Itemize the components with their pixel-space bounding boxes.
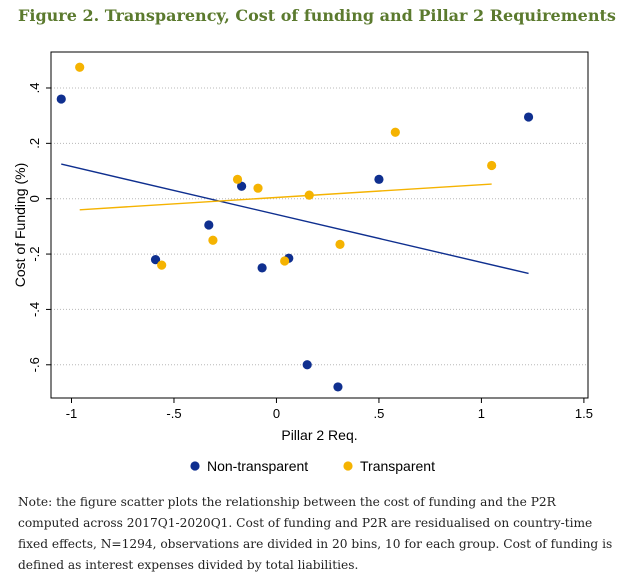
fit-line bbox=[79, 183, 492, 211]
legend-marker bbox=[343, 461, 353, 471]
figure-note: Note: the figure scatter plots the relat… bbox=[18, 495, 613, 572]
data-point bbox=[204, 220, 214, 230]
data-point bbox=[232, 174, 243, 184]
fit-line bbox=[61, 163, 529, 275]
data-point bbox=[302, 360, 312, 370]
data-point bbox=[280, 256, 290, 266]
legend-label: Non-transparent bbox=[207, 458, 308, 474]
data-point bbox=[75, 62, 85, 72]
fit-lines bbox=[61, 163, 529, 275]
data-points bbox=[56, 62, 534, 392]
y-tick-label: .4 bbox=[27, 83, 42, 94]
legend: Non-transparent Transparent bbox=[190, 458, 435, 474]
y-tick-label: -.6 bbox=[27, 357, 42, 372]
grid-lines bbox=[51, 87, 588, 366]
x-tick-label: -1 bbox=[66, 406, 78, 421]
axes: -1 -.5 0 .5 1 1.5 -.6 -.4 -.2 0 .2 .4 bbox=[27, 83, 593, 421]
data-point bbox=[150, 255, 161, 265]
y-tick-label: -.4 bbox=[27, 302, 42, 317]
data-point bbox=[374, 174, 384, 184]
x-axis-label: Pillar 2 Req. bbox=[281, 427, 357, 443]
x-tick-label: 0 bbox=[273, 406, 280, 421]
y-axis-label: Cost of Funding (%) bbox=[12, 163, 28, 288]
data-point bbox=[56, 94, 66, 104]
data-point bbox=[390, 127, 400, 137]
data-point bbox=[257, 263, 267, 273]
x-tick-label: -.5 bbox=[166, 406, 181, 421]
scatter-chart: -1 -.5 0 .5 1 1.5 -.6 -.4 -.2 0 .2 .4 Pillar 2 Req.… bbox=[12, 51, 593, 474]
data-point bbox=[208, 235, 218, 245]
legend-marker bbox=[190, 461, 200, 471]
y-tick-label: -.2 bbox=[27, 246, 42, 261]
x-tick-label: 1 bbox=[478, 406, 485, 421]
data-point bbox=[237, 181, 247, 191]
plot-frame bbox=[50, 51, 589, 399]
figure-title: Figure 2. Transparency, Cost of funding … bbox=[18, 6, 616, 25]
data-point bbox=[253, 183, 263, 193]
data-point bbox=[157, 260, 167, 270]
legend-label: Transparent bbox=[360, 458, 435, 474]
data-point bbox=[333, 382, 343, 392]
x-tick-label: 1.5 bbox=[575, 406, 593, 421]
data-point bbox=[487, 160, 497, 171]
y-tick-label: 0 bbox=[27, 195, 42, 202]
y-tick-label: .2 bbox=[27, 138, 42, 149]
data-point bbox=[523, 112, 534, 122]
x-tick-label: .5 bbox=[374, 406, 385, 421]
data-point bbox=[335, 239, 345, 249]
data-point bbox=[304, 190, 314, 200]
